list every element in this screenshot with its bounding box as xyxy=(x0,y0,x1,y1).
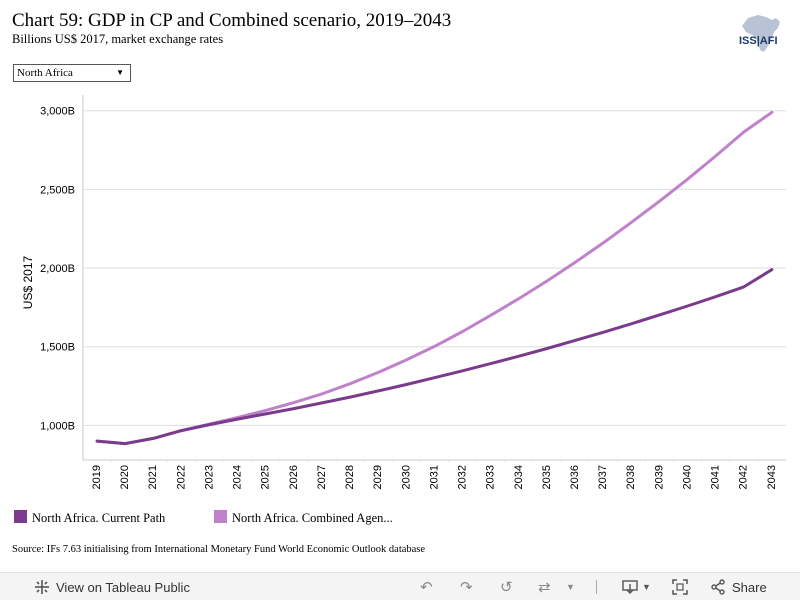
source-note: Source: IFs 7.63 initialising from Inter… xyxy=(12,544,426,555)
tableau-logo-icon xyxy=(35,580,49,594)
x-tick-label: 2028 xyxy=(344,465,356,489)
refresh-dropdown-chevron-icon[interactable]: ▼ xyxy=(566,581,575,592)
share-icon xyxy=(711,579,725,595)
x-tick-label: 2021 xyxy=(147,465,159,489)
dropdown-arrow-icon: ▼ xyxy=(116,68,124,77)
y-axis-label: US$ 2017 xyxy=(21,255,35,309)
legend-swatch-combined-agenda xyxy=(214,510,227,523)
legend-swatch-current-path xyxy=(14,510,27,523)
y-tick-label: 3,000B xyxy=(40,106,75,118)
iss-africa-logo: ISS|AFI xyxy=(739,15,780,52)
chart-subtitle: Billions US$ 2017, market exchange rates xyxy=(12,32,224,46)
chart-legend: North Africa. Current Path North Africa.… xyxy=(0,510,800,530)
download-icon[interactable] xyxy=(622,573,638,601)
x-tick-label: 2026 xyxy=(288,465,300,489)
x-tick-label: 2039 xyxy=(653,465,665,489)
x-tick-label: 2030 xyxy=(400,465,412,489)
x-tick-label: 2031 xyxy=(428,465,440,489)
x-tick-label: 2037 xyxy=(597,465,609,489)
legend-label-current-path: North Africa. Current Path xyxy=(32,511,166,525)
tableau-toolbar: View on Tableau Public ↶ ↷ ↺ ⇄ ▼ ▼ Share xyxy=(0,572,800,600)
y-tick-label: 1,500B xyxy=(40,342,75,354)
gridlines xyxy=(82,95,786,462)
x-tick-label: 2027 xyxy=(316,465,328,489)
x-tick-label: 2025 xyxy=(260,465,272,489)
y-axis-ticks: 1,000B 1,500B 2,000B 2,500B 3,000B xyxy=(40,106,75,433)
x-tick-label: 2041 xyxy=(710,465,722,489)
series-line-combined-agenda[interactable] xyxy=(95,110,774,446)
region-filter-value: North Africa xyxy=(17,67,73,79)
x-tick-label: 2038 xyxy=(625,465,637,489)
x-tick-label: 2040 xyxy=(681,465,693,489)
x-tick-label: 2020 xyxy=(119,465,131,489)
x-tick-label: 2023 xyxy=(203,465,215,489)
legend-item-combined-agenda[interactable]: North Africa. Combined Agen... xyxy=(214,510,393,526)
x-tick-label: 2032 xyxy=(457,465,469,489)
x-tick-label: 2022 xyxy=(175,465,187,489)
revert-icon[interactable]: ↺ xyxy=(500,578,513,596)
x-tick-label: 2019 xyxy=(91,465,103,489)
x-tick-label: 2036 xyxy=(569,465,581,489)
region-filter-dropdown[interactable]: North Africa ▼ xyxy=(13,64,131,82)
fullscreen-icon[interactable] xyxy=(672,573,688,601)
chart-title: Chart 59: GDP in CP and Combined scenari… xyxy=(12,10,452,31)
share-button[interactable]: Share xyxy=(710,573,767,601)
series-line-current-path[interactable] xyxy=(95,268,774,446)
view-on-tableau-button[interactable]: View on Tableau Public xyxy=(34,573,190,601)
x-tick-label: 2035 xyxy=(541,465,553,489)
x-tick-label: 2033 xyxy=(485,465,497,489)
redo-icon[interactable]: ↷ xyxy=(460,578,473,596)
x-tick-label: 2042 xyxy=(738,465,750,489)
refresh-icon[interactable]: ⇄ xyxy=(538,578,551,596)
x-axis-ticks: 2019 2020 2021 2022 2023 2024 2025 2026 2027 2028… xyxy=(91,465,778,489)
logo-text: ISS|AFI xyxy=(739,35,778,47)
share-label: Share xyxy=(732,579,767,595)
x-tick-label: 2024 xyxy=(232,465,244,489)
x-tick-label: 2029 xyxy=(372,465,384,489)
y-tick-label: 2,500B xyxy=(40,184,75,196)
x-tick-label: 2034 xyxy=(513,465,525,489)
x-tick-label: 2043 xyxy=(766,465,778,489)
legend-item-current-path[interactable]: North Africa. Current Path xyxy=(14,510,165,526)
y-tick-label: 2,000B xyxy=(40,263,75,275)
y-tick-label: 1,000B xyxy=(40,420,75,432)
toolbar-divider xyxy=(596,580,597,594)
africa-map-shape xyxy=(742,15,780,52)
view-on-tableau-label: View on Tableau Public xyxy=(56,579,190,595)
series-lines xyxy=(95,110,774,446)
legend-label-combined-agenda: North Africa. Combined Agen... xyxy=(232,511,393,525)
download-dropdown-chevron-icon[interactable]: ▼ xyxy=(642,581,651,592)
undo-icon[interactable]: ↶ xyxy=(420,578,433,596)
